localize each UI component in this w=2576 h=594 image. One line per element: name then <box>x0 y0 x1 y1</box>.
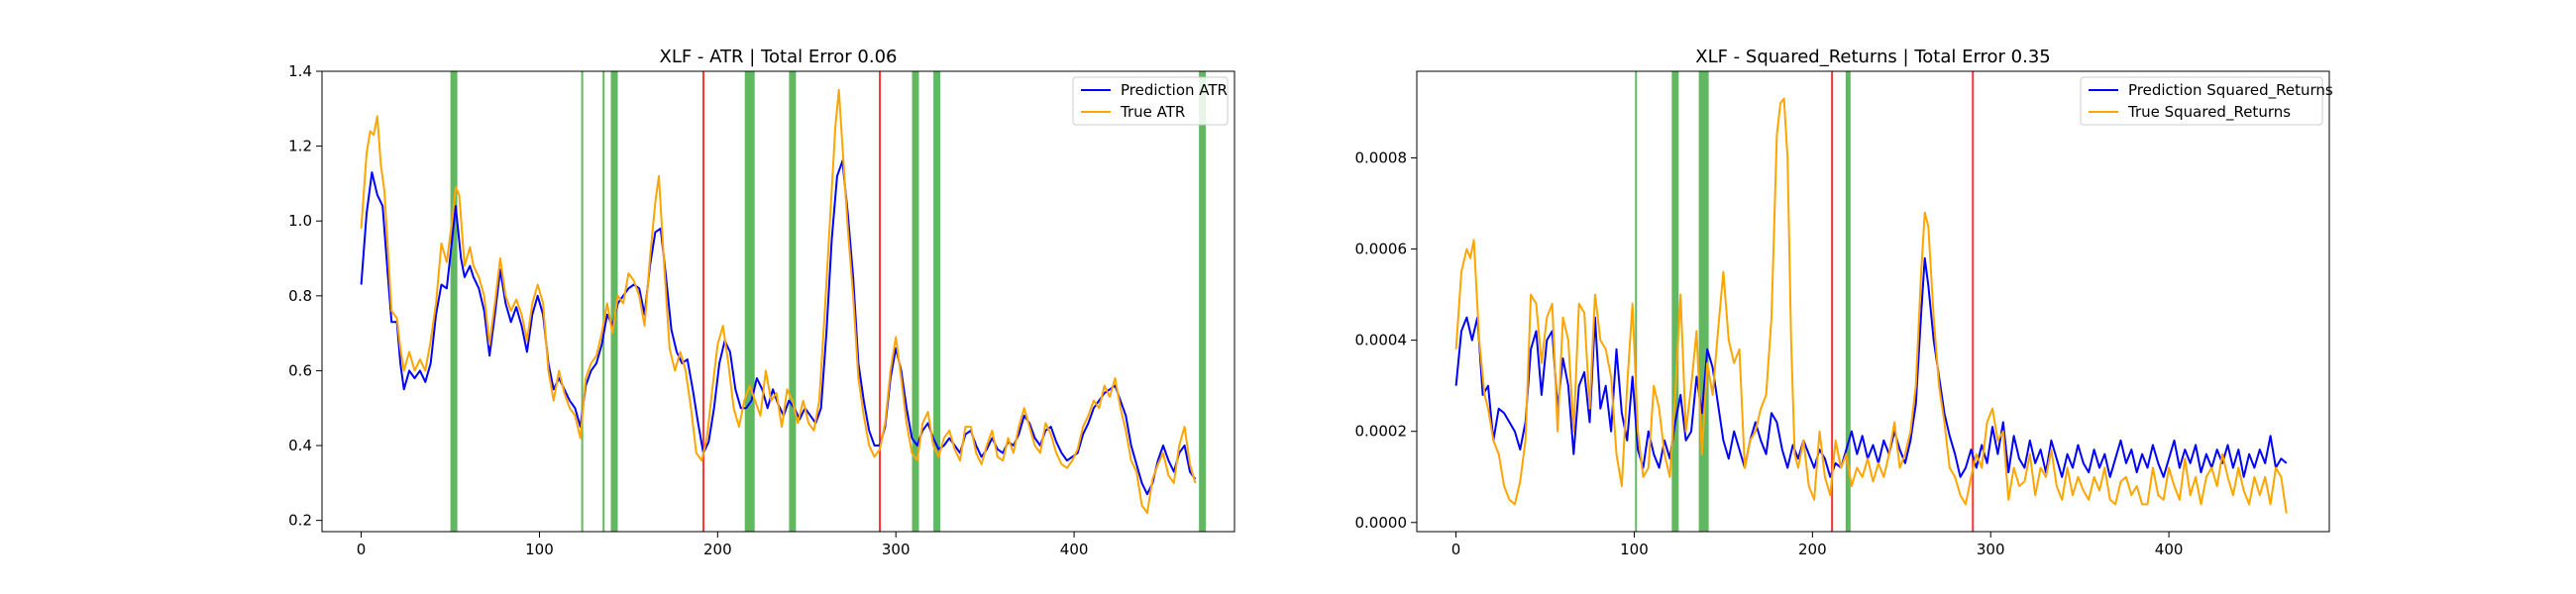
prediction-line <box>360 159 1197 496</box>
y-tick-label: 1.4 <box>288 62 312 80</box>
y-tick-label: 1.2 <box>288 138 312 155</box>
x-tick-label: 0 <box>357 541 367 558</box>
legend-box <box>2080 76 2323 126</box>
legend-label-true: True ATR <box>1120 103 1185 121</box>
y-tick-label: 1.0 <box>288 212 312 230</box>
y-axis-ticks: 0.2 0.4 0.6 0.8 1.0 1.2 1.4 <box>288 62 322 530</box>
y-tick-label: 0.0006 <box>1355 241 1408 258</box>
chart-title: XLF - Squared_Returns | Total Error 0.35 <box>1695 47 2051 67</box>
plot-frame <box>1416 70 2330 533</box>
x-tick-label: 400 <box>1060 541 1089 558</box>
x-tick-label: 300 <box>1977 541 2005 558</box>
chart-atr: 0 100 200 300 400 0.2 0.4 0.6 0.8 1.0 1.2 1.4 XLF … <box>288 47 1235 558</box>
x-axis-ticks: 0 100 200 300 400 <box>357 532 1089 558</box>
legend: Prediction ATR True ATR <box>1072 76 1229 126</box>
true-line <box>360 88 1197 515</box>
y-tick-label: 0.4 <box>288 437 312 454</box>
x-tick-label: 100 <box>525 541 554 558</box>
chart-squared-returns: 0 100 200 300 400 0.00000.00020.00040.00060.… <box>1355 47 2333 558</box>
x-tick-label: 200 <box>1798 541 1827 558</box>
y-tick-label: 0.2 <box>288 512 312 530</box>
x-axis-ticks: 0 100 200 300 400 <box>1451 532 2184 558</box>
x-tick-label: 100 <box>1620 541 1649 558</box>
legend-label-true: True Squared_Returns <box>2127 103 2291 122</box>
legend-label-prediction: Prediction Squared_Returns <box>2128 81 2333 100</box>
x-tick-label: 200 <box>703 541 732 558</box>
y-tick-label: 0.0000 <box>1355 514 1408 532</box>
true-line <box>1454 97 2288 514</box>
legend: Prediction Squared_Returns True Squared_… <box>2080 76 2333 126</box>
y-tick-label: 0.6 <box>288 361 312 379</box>
prediction-line <box>1454 256 2288 478</box>
legend-box <box>1072 76 1229 126</box>
y-axis-ticks: 0.0000 0.0002 0.0004 0.0006 0.0008 <box>1355 148 1417 532</box>
signal-markers <box>1635 71 1975 532</box>
y-tick-label: 0.0002 <box>1355 423 1408 441</box>
series-lines <box>1454 97 2288 514</box>
y-tick-label: 0.0008 <box>1355 148 1408 166</box>
legend-label-prediction: Prediction ATR <box>1121 81 1228 99</box>
chart-title: XLF - ATR | Total Error 0.06 <box>659 47 897 67</box>
plot-frame <box>321 70 1235 533</box>
y-tick-label: 0.8 <box>288 287 312 305</box>
series-lines <box>360 88 1197 515</box>
y-tick-label: 0.0004 <box>1355 332 1408 349</box>
x-tick-label: 0 <box>1451 541 1461 558</box>
x-tick-label: 400 <box>2155 541 2184 558</box>
x-tick-label: 300 <box>882 541 911 558</box>
